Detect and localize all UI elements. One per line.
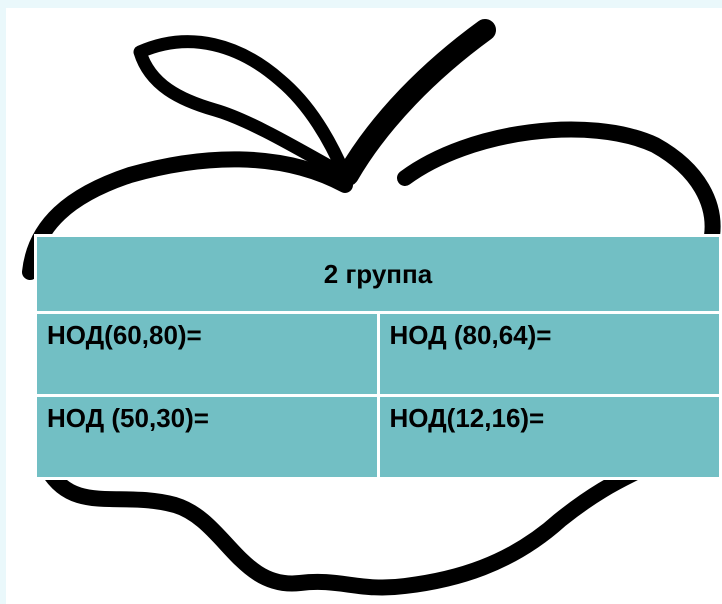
table-cell: НОД (80,64)= bbox=[376, 311, 722, 397]
table-cell: НОД (50,30)= bbox=[34, 394, 380, 480]
table-cell: НОД(60,80)= bbox=[34, 311, 380, 397]
table-header: 2 группа bbox=[34, 234, 722, 314]
task-table: 2 группа НОД(60,80)= НОД (80,64)= НОД (5… bbox=[34, 234, 722, 480]
table-cell: НОД(12,16)= bbox=[376, 394, 722, 480]
